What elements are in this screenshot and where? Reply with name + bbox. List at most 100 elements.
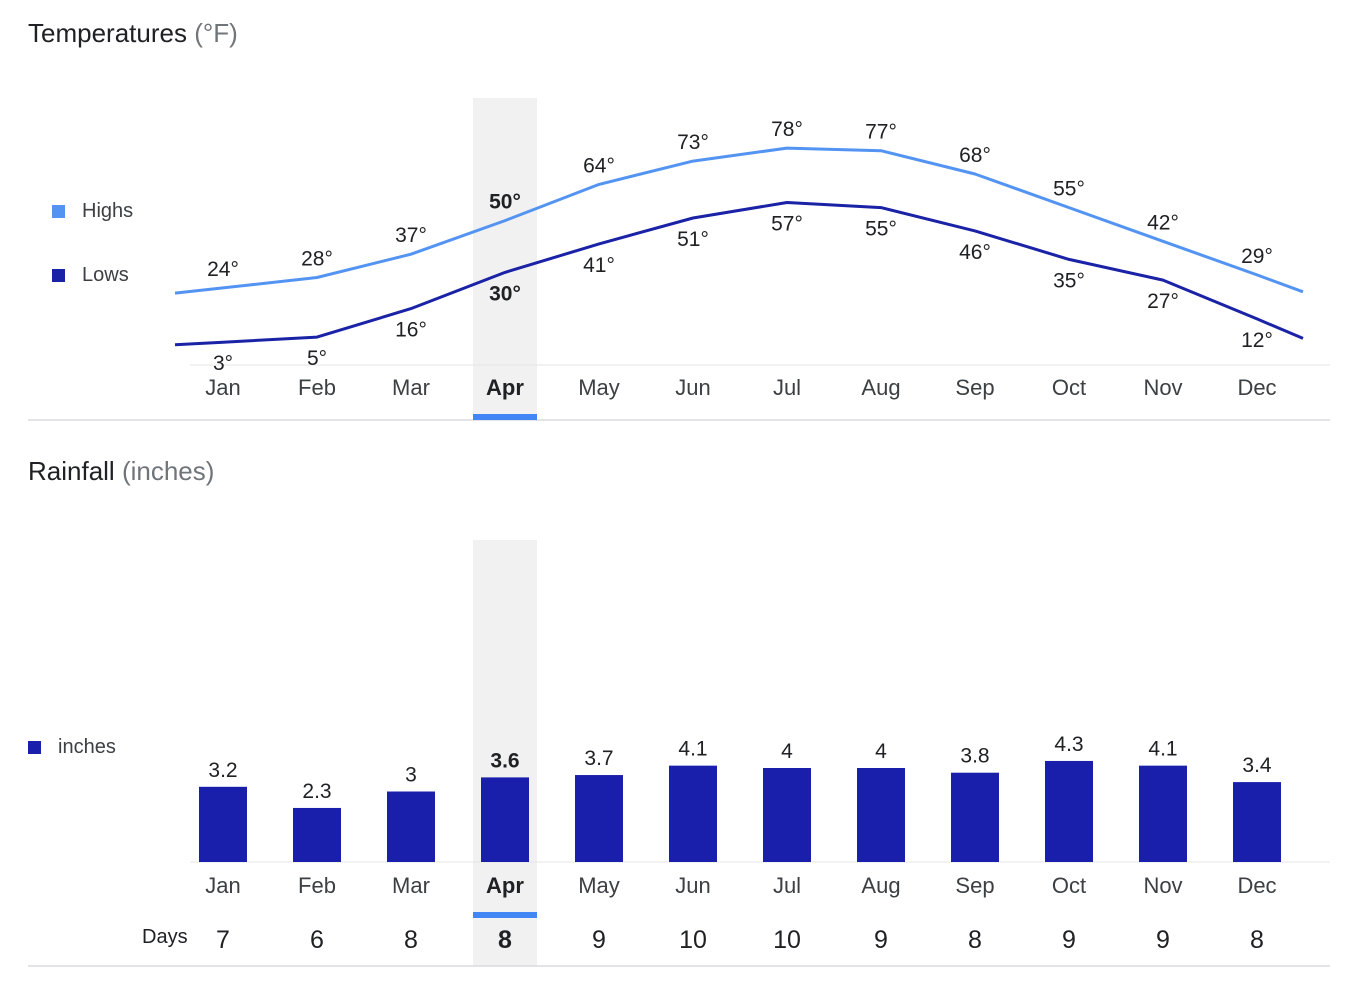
legend-highs-swatch xyxy=(52,205,65,218)
rain-month-label-mar: Mar xyxy=(392,873,430,898)
temp-month-label-mar: Mar xyxy=(392,375,430,400)
legend-lows[interactable]: Lows xyxy=(52,264,129,287)
rain-days-may: 9 xyxy=(592,926,606,954)
rain-days-nov: 9 xyxy=(1156,926,1170,954)
temp-label-highs-apr: 50° xyxy=(489,191,521,214)
temp-label-highs-oct: 55° xyxy=(1053,178,1085,201)
temp-label-highs-dec: 29° xyxy=(1241,245,1273,268)
temperatures-title-text: Temperatures xyxy=(28,18,187,48)
rain-month-label-jan: Jan xyxy=(205,873,240,898)
legend-inches-label: inches xyxy=(58,736,116,758)
legend-inches[interactable]: inches xyxy=(28,736,116,759)
temp-label-lows-jan: 3° xyxy=(213,352,233,375)
temp-label-lows-aug: 55° xyxy=(865,218,897,241)
temp-label-highs-jan: 24° xyxy=(207,258,239,281)
rainfall-title: Rainfall (inches) xyxy=(28,456,214,487)
temp-label-highs-mar: 37° xyxy=(395,224,427,247)
temp-month-label-jan: Jan xyxy=(205,375,240,400)
rain-days-jul: 10 xyxy=(773,926,801,954)
rain-bar-feb xyxy=(293,807,341,862)
legend-highs[interactable]: Highs xyxy=(52,200,133,223)
temp-label-highs-feb: 28° xyxy=(301,248,333,271)
temp-label-highs-jul: 78° xyxy=(771,118,803,141)
temp-label-highs-may: 64° xyxy=(583,154,615,177)
rain-month-label-dec: Dec xyxy=(1237,873,1276,898)
temp-selected-indicator xyxy=(473,414,537,420)
legend-highs-label: Highs xyxy=(82,200,134,222)
rain-bar-apr xyxy=(481,777,529,862)
rain-value-jul: 4 xyxy=(781,740,793,763)
rain-bar-mar xyxy=(387,791,435,862)
rain-value-apr: 3.6 xyxy=(490,749,519,772)
rain-month-label-feb: Feb xyxy=(298,873,336,898)
rain-value-oct: 4.3 xyxy=(1054,733,1083,756)
rain-bar-nov xyxy=(1139,765,1187,862)
rain-value-jan: 3.2 xyxy=(208,759,237,782)
temp-month-label-may: May xyxy=(578,375,620,400)
temp-label-lows-oct: 35° xyxy=(1053,269,1085,292)
rain-month-label-jun: Jun xyxy=(675,873,710,898)
rain-value-aug: 4 xyxy=(875,740,887,763)
temp-label-lows-may: 41° xyxy=(583,254,615,277)
rain-days-feb: 6 xyxy=(310,926,324,954)
rain-bar-jun xyxy=(669,765,717,862)
temp-label-highs-aug: 77° xyxy=(865,121,897,144)
rain-days-oct: 9 xyxy=(1062,926,1076,954)
temp-month-label-sep: Sep xyxy=(955,375,994,400)
rain-days-sep: 8 xyxy=(968,926,982,954)
rain-days-apr: 8 xyxy=(498,926,512,954)
temp-label-lows-jul: 57° xyxy=(771,212,803,235)
temp-label-lows-dec: 12° xyxy=(1241,329,1273,352)
temp-month-label-oct: Oct xyxy=(1052,375,1086,400)
temp-label-lows-apr: 30° xyxy=(489,282,521,305)
rain-bar-jul xyxy=(763,768,811,862)
temp-month-label-feb: Feb xyxy=(298,375,336,400)
rain-value-nov: 4.1 xyxy=(1148,738,1177,761)
rain-bar-aug xyxy=(857,768,905,862)
temp-label-highs-jun: 73° xyxy=(677,131,709,154)
rain-selected-indicator xyxy=(473,912,537,918)
temp-month-label-aug: Aug xyxy=(861,375,900,400)
rainfall-unit: (inches) xyxy=(121,456,215,486)
rain-days-aug: 9 xyxy=(874,926,888,954)
rain-bar-sep xyxy=(951,772,999,862)
temp-month-label-apr: Apr xyxy=(486,375,524,400)
rain-month-label-may: May xyxy=(578,873,620,898)
rain-days-jun: 10 xyxy=(679,926,707,954)
legend-lows-swatch xyxy=(52,269,65,282)
temperatures-title: Temperatures (°F) xyxy=(28,18,238,49)
temp-month-label-nov: Nov xyxy=(1143,375,1182,400)
temp-month-label-jul: Jul xyxy=(773,375,801,400)
temp-label-lows-mar: 16° xyxy=(395,319,427,342)
rain-month-label-apr: Apr xyxy=(486,873,524,898)
temp-line-highs xyxy=(174,146,1304,295)
rain-value-mar: 3 xyxy=(405,764,417,787)
temp-label-highs-sep: 68° xyxy=(959,144,991,167)
temp-label-highs-nov: 42° xyxy=(1147,211,1179,234)
rain-bar-oct xyxy=(1045,760,1093,862)
rain-month-label-sep: Sep xyxy=(955,873,994,898)
rain-value-jun: 4.1 xyxy=(678,738,707,761)
rain-days-jan: 7 xyxy=(216,926,230,954)
temperatures-unit: (°F) xyxy=(194,18,238,48)
rain-month-label-jul: Jul xyxy=(773,873,801,898)
rain-bar-jan xyxy=(199,786,247,862)
temp-line-lows xyxy=(174,201,1304,347)
rain-days-mar: 8 xyxy=(404,926,418,954)
rainfall-title-text: Rainfall xyxy=(28,456,115,486)
legend-inches-swatch xyxy=(28,741,41,754)
rain-bar-may xyxy=(575,775,623,862)
rain-value-feb: 2.3 xyxy=(302,780,331,803)
rain-days-dec: 8 xyxy=(1250,926,1264,954)
legend-lows-label: Lows xyxy=(82,264,129,286)
rain-value-may: 3.7 xyxy=(584,747,613,770)
rain-month-label-nov: Nov xyxy=(1143,873,1182,898)
rain-value-dec: 3.4 xyxy=(1242,754,1272,777)
temp-month-label-jun: Jun xyxy=(675,375,710,400)
temp-month-label-dec: Dec xyxy=(1237,375,1276,400)
temp-label-lows-nov: 27° xyxy=(1147,290,1179,313)
rain-value-sep: 3.8 xyxy=(960,745,989,768)
rain-bar-dec xyxy=(1233,782,1281,862)
days-label: Days xyxy=(142,926,188,948)
